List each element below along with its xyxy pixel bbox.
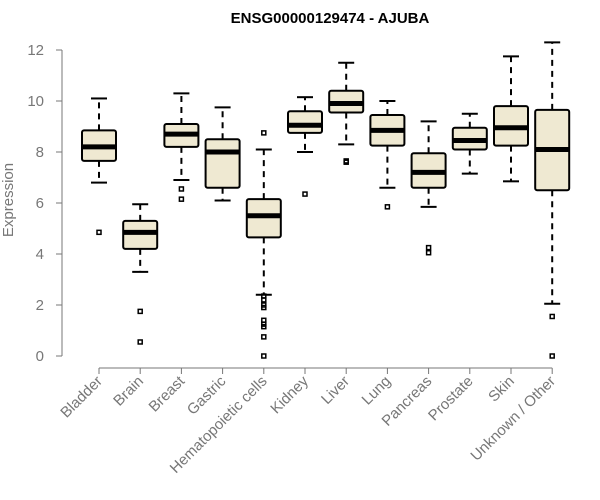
outlier-point <box>384 204 391 210</box>
x-tick-label: Bladder <box>57 373 106 422</box>
outlier-point <box>549 353 555 359</box>
y-tick-label: 2 <box>36 297 44 314</box>
y-axis-label: Expression <box>0 163 17 237</box>
boxes-group <box>81 41 571 359</box>
box-lung <box>369 100 406 210</box>
x-tick-label: Liver <box>318 373 353 408</box>
chart-title: ENSG00000129474 - AJUBA <box>231 10 430 27</box>
outlier-point <box>425 249 432 256</box>
outlier-point <box>261 334 267 340</box>
box-prostate <box>451 112 488 175</box>
outlier-point <box>178 186 185 192</box>
box-pancreas <box>410 120 447 256</box>
box-bladder <box>81 97 117 236</box>
box-liver <box>328 61 365 165</box>
box-gastric <box>204 106 241 202</box>
x-tick-label: Kidney <box>267 372 312 417</box>
y-tick-label: 4 <box>36 246 44 263</box>
outlier-point <box>96 229 102 236</box>
outlier-point <box>302 191 308 197</box>
y-tick-label: 10 <box>27 93 44 110</box>
iqr-box <box>204 138 241 189</box>
outlier-point <box>178 196 185 202</box>
x-tick-label: Lung <box>359 373 395 409</box>
outlier-point <box>137 339 143 345</box>
box-skin <box>493 55 529 183</box>
y-tick-label: 8 <box>36 144 44 161</box>
box-hematopoietic-cells <box>245 130 282 359</box>
x-tick-label: Skin <box>485 373 518 406</box>
box-unknown-other <box>534 41 571 359</box>
outlier-point <box>261 323 267 330</box>
iqr-box <box>122 219 159 250</box>
box-kidney <box>287 96 323 197</box>
y-tick-label: 0 <box>36 348 44 365</box>
outlier-point <box>261 353 267 359</box>
x-tick-label: Brain <box>110 373 147 410</box>
x-tick-label: Prostate <box>425 373 477 425</box>
y-tick-label: 6 <box>36 195 44 212</box>
iqr-box <box>287 110 323 134</box>
outlier-point <box>137 308 143 315</box>
outlier-point <box>425 244 432 251</box>
outlier-point <box>261 297 267 303</box>
y-axis: 0 2 4 6 8 10 12 <box>27 42 63 365</box>
y-tick-label: 12 <box>27 42 44 59</box>
iqr-box <box>245 198 282 239</box>
outlier-point <box>549 313 555 320</box>
outlier-point <box>343 159 349 165</box>
outlier-point <box>261 304 267 311</box>
outlier-point <box>261 130 267 136</box>
x-tick-label: Breast <box>146 372 189 415</box>
box-brain <box>122 203 159 345</box>
box-breast <box>163 92 200 202</box>
